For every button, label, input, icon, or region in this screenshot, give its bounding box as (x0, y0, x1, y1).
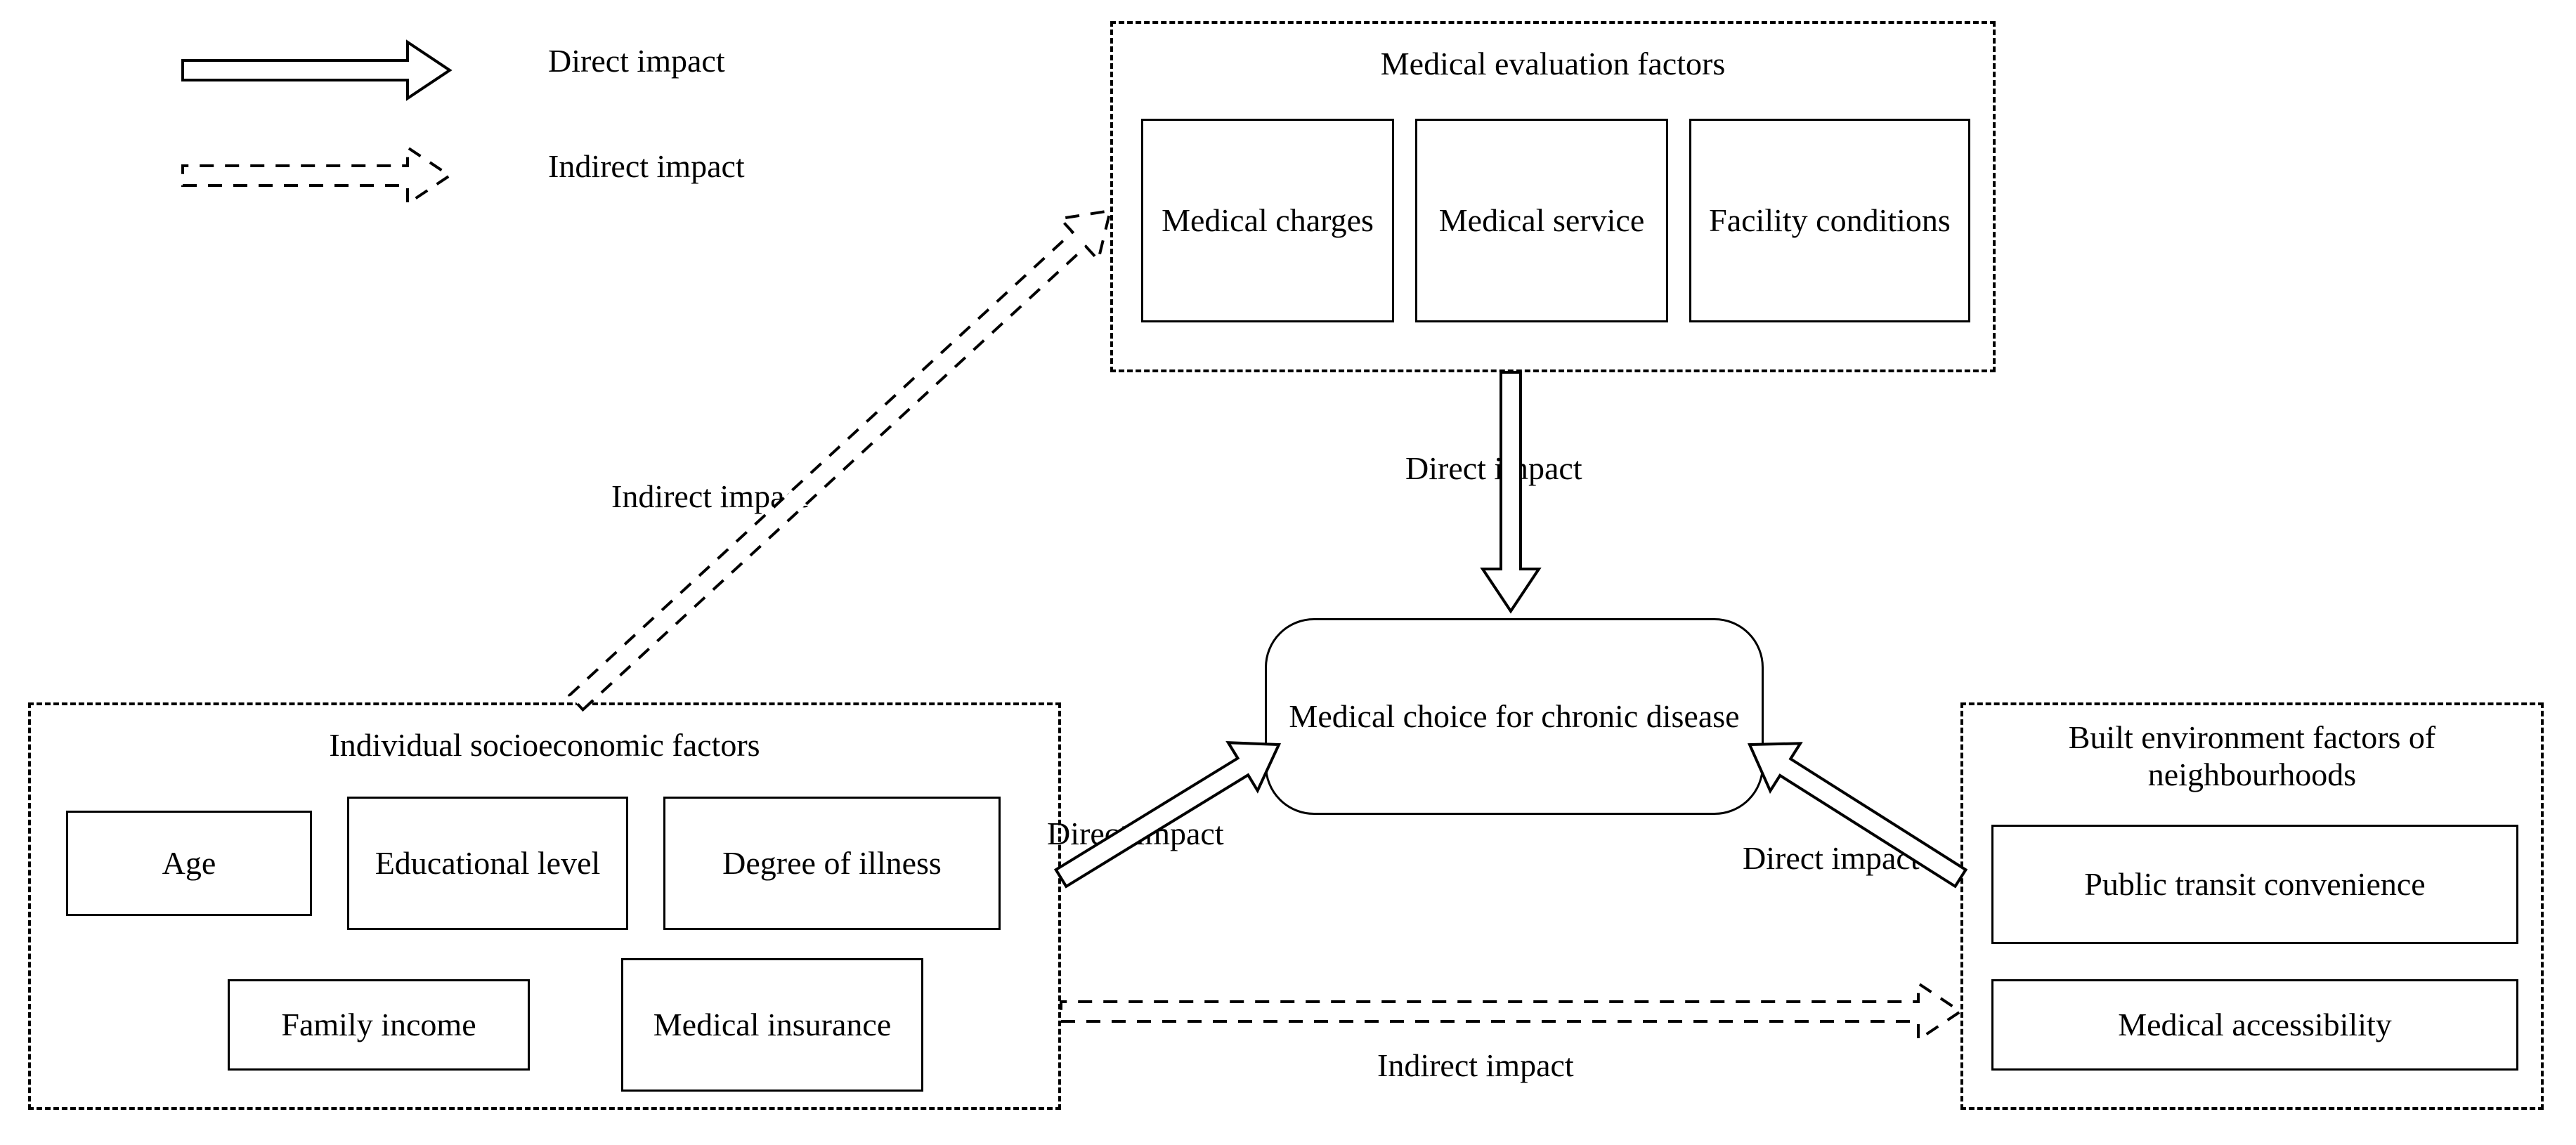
legend-direct-label: Direct impact (548, 42, 725, 79)
box-degree-illness: Degree of illness (663, 797, 1001, 930)
group-medical-eval: Medical evaluation factors Medical charg… (1110, 21, 1996, 372)
diagram-canvas: Direct impact Indirect impact Medical ev… (0, 0, 2576, 1145)
box-age: Age (66, 811, 312, 916)
group-built-env: Built environment factors of neighbourho… (1960, 702, 2544, 1110)
box-educational-level: Educational level (347, 797, 628, 930)
box-public-transit: Public transit convenience (1991, 825, 2518, 944)
box-medical-accessibility: Medical accessibility (1991, 979, 2518, 1071)
box-medical-charges: Medical charges (1141, 119, 1394, 322)
group-built-env-title: Built environment factors of neighbourho… (1963, 719, 2541, 794)
box-facility-conditions: Facility conditions (1689, 119, 1970, 322)
legend-indirect-label: Indirect impact (548, 148, 745, 185)
edge-label-socio-to-eval: Indirect impact (611, 478, 808, 515)
group-medical-eval-title: Medical evaluation factors (1113, 45, 1993, 82)
edge-label-eval-to-center: Direct impact (1405, 450, 1582, 487)
box-medical-insurance: Medical insurance (621, 958, 923, 1092)
box-medical-service: Medical service (1415, 119, 1668, 322)
edge-label-socio-to-center: Direct impact (1047, 815, 1224, 852)
edge-label-socio-to-env: Indirect impact (1377, 1047, 1574, 1084)
box-family-income: Family income (228, 979, 530, 1071)
group-socioeconomic: Individual socioeconomic factors Age Edu… (28, 702, 1061, 1110)
edge-label-env-to-center: Direct impact (1743, 839, 1920, 877)
group-socioeconomic-title: Individual socioeconomic factors (31, 726, 1058, 764)
node-medical-choice: Medical choice for chronic disease (1265, 618, 1764, 815)
